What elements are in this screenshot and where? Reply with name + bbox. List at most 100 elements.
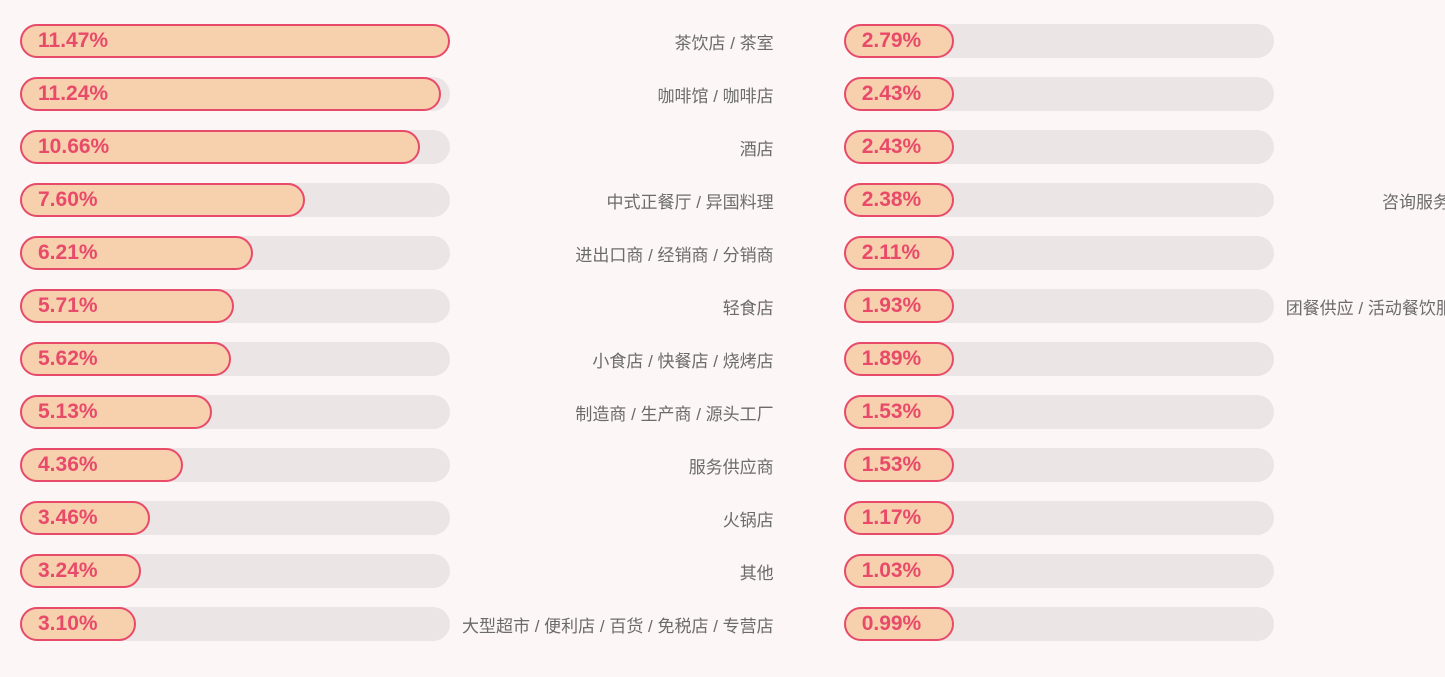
bar-label: 小食店 / 快餐店 / 烧烤店: [450, 347, 774, 372]
bar-percentage: 11.47%: [38, 29, 108, 53]
bar-row: 2.79%餐饮设计 / 包装设计 / 食物设计: [844, 24, 1445, 58]
bar-track: 5.13%: [20, 395, 450, 429]
bar-row: 0.99% 私厨: [844, 607, 1445, 641]
bar-track: 1.17%: [844, 501, 1274, 535]
bar-fill: 1.03%: [844, 554, 954, 588]
bar-track: 2.11%: [844, 236, 1274, 270]
bar-percentage: 3.46%: [38, 506, 98, 530]
bar-percentage: 1.93%: [862, 294, 922, 318]
chart-container: 11.47% 茶饮店 / 茶室 11.24% 咖啡馆 / 咖啡店 10.66% 酒店 7.6…: [20, 24, 1425, 641]
bar-label: 酒店: [450, 135, 774, 160]
bar-track: 1.93%: [844, 289, 1274, 323]
bar-percentage: 1.53%: [862, 400, 922, 424]
bar-track: 3.24%: [20, 554, 450, 588]
bar-label: 投资机构 / 品牌孵化: [1274, 400, 1445, 425]
bar-percentage: 6.21%: [38, 241, 98, 265]
bar-track: 1.89%: [844, 342, 1274, 376]
bar-fill: 0.99%: [844, 607, 954, 641]
bar-label: 制造商 / 生产商 / 源头工厂: [450, 400, 774, 425]
bar-row: 1.53% 媒体: [844, 448, 1445, 482]
bar-percentage: 5.71%: [38, 294, 98, 318]
bar-fill: 3.24%: [20, 554, 141, 588]
bar-row: 1.03% 民宿: [844, 554, 1445, 588]
bar-row: 5.71% 轻食店: [20, 289, 774, 323]
bar-label: 咨询服务 / 全案策划 / 商业培训 / 职业技能培训: [1274, 188, 1445, 213]
bar-row: 1.93% 团餐供应 / 活动餐饮服务 / 政企食堂 / 航空公司 / 游轮 / …: [844, 289, 1445, 323]
bar-label: 面包店 / 饼房 / 比萨店 / 糕点店: [1274, 241, 1445, 266]
bar-label: 中式正餐厅 / 异国料理: [450, 188, 774, 213]
bar-track: 4.36%: [20, 448, 450, 482]
bar-fill: 2.43%: [844, 77, 954, 111]
bar-label: 连锁加盟品牌商: [1274, 82, 1445, 107]
bar-percentage: 0.99%: [862, 612, 922, 636]
bar-percentage: 3.24%: [38, 559, 98, 583]
bar-percentage: 2.43%: [862, 135, 922, 159]
bar-label: 团餐供应 / 活动餐饮服务 / 政企食堂 / 航空公司 / 游轮 / 铁路: [1274, 294, 1445, 319]
bar-fill: 3.10%: [20, 607, 136, 641]
bar-percentage: 7.60%: [38, 188, 98, 212]
bar-label: 酒吧 / 俱乐部 / 文娱场所: [1274, 506, 1445, 531]
bar-label: 茶饮店 / 茶室: [450, 29, 774, 54]
bar-track: 11.24%: [20, 77, 450, 111]
bar-row: 2.11% 面包店 / 饼房 / 比萨店 / 糕点店: [844, 236, 1445, 270]
bar-row: 10.66% 酒店: [20, 130, 774, 164]
bar-fill: 1.53%: [844, 395, 954, 429]
bar-row: 3.24% 其他: [20, 554, 774, 588]
bar-percentage: 2.79%: [862, 29, 922, 53]
bar-track: 1.53%: [844, 395, 1274, 429]
bar-percentage: 2.11%: [862, 241, 920, 265]
bar-fill: 1.53%: [844, 448, 954, 482]
bar-label: 进出口商 / 经销商 / 分销商: [450, 241, 774, 266]
bar-row: 3.46% 火锅店: [20, 501, 774, 535]
bar-label: 火锅店: [450, 506, 774, 531]
bar-label: 轻食店: [450, 294, 774, 319]
bar-label: 冰激凌、巧克力专卖店 / 甜品店: [1274, 135, 1445, 160]
bar-row: 2.38% 咨询服务 / 全案策划 / 商业培训 / 职业技能培训: [844, 183, 1445, 217]
bar-percentage: 2.38%: [862, 188, 922, 212]
bar-label: 民宿: [1274, 559, 1445, 584]
bar-row: 2.43% 连锁加盟品牌商: [844, 77, 1445, 111]
bar-row: 5.13% 制造商 / 生产商 / 源头工厂: [20, 395, 774, 429]
bar-label: 咖啡馆 / 咖啡店: [450, 82, 774, 107]
bar-fill: 7.60%: [20, 183, 305, 217]
bar-percentage: 11.24%: [38, 82, 108, 106]
bar-fill: 6.21%: [20, 236, 253, 270]
bar-track: 6.21%: [20, 236, 450, 270]
bar-track: 1.53%: [844, 448, 1274, 482]
bar-row: 5.62% 小食店 / 快餐店 / 烧烤店: [20, 342, 774, 376]
bar-fill: 11.24%: [20, 77, 441, 111]
bar-fill: 1.93%: [844, 289, 954, 323]
bar-track: 2.79%: [844, 24, 1274, 58]
bar-percentage: 1.17%: [862, 506, 922, 530]
bar-fill: 2.43%: [844, 130, 954, 164]
bar-track: 2.43%: [844, 77, 1274, 111]
bar-label: 其他: [450, 559, 774, 584]
bar-label: 大型超市 / 便利店 / 百货 / 免税店 / 专营店: [450, 612, 774, 637]
bar-row: 6.21% 进出口商 / 经销商 / 分销商: [20, 236, 774, 270]
bar-label: 媒体: [1274, 453, 1445, 478]
bar-percentage: 1.03%: [862, 559, 922, 583]
bar-percentage: 4.36%: [38, 453, 98, 477]
bar-track: 11.47%: [20, 24, 450, 58]
bar-label: 私厨: [1274, 612, 1445, 637]
bar-label: 服务供应商: [450, 453, 774, 478]
bar-percentage: 3.10%: [38, 612, 98, 636]
bar-track: 2.43%: [844, 130, 1274, 164]
bar-row: 2.43% 冰激凌、巧克力专卖店 / 甜品店: [844, 130, 1445, 164]
bar-row: 4.36% 服务供应商: [20, 448, 774, 482]
bar-track: 1.03%: [844, 554, 1274, 588]
bar-row: 1.17% 酒吧 / 俱乐部 / 文娱场所: [844, 501, 1445, 535]
bar-track: 3.46%: [20, 501, 450, 535]
bar-row: 11.47% 茶饮店 / 茶室: [20, 24, 774, 58]
bar-track: 7.60%: [20, 183, 450, 217]
right-column: 2.79%餐饮设计 / 包装设计 / 食物设计2.43%连锁加盟品牌商2.43%…: [844, 24, 1445, 641]
bar-percentage: 2.43%: [862, 82, 922, 106]
bar-fill: 5.13%: [20, 395, 212, 429]
bar-fill: 2.11%: [844, 236, 954, 270]
bar-percentage: 5.62%: [38, 347, 98, 371]
bar-fill: 10.66%: [20, 130, 420, 164]
bar-row: 1.53% 投资机构 / 品牌孵化: [844, 395, 1445, 429]
bar-track: 10.66%: [20, 130, 450, 164]
bar-track: 0.99%: [844, 607, 1274, 641]
bar-fill: 5.62%: [20, 342, 231, 376]
